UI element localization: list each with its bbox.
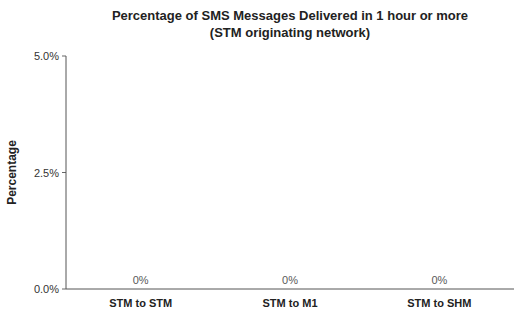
x-tick-label: STM to STM: [109, 297, 172, 309]
y-axis: 0.0% 2.5% 5.0%: [34, 50, 66, 295]
y-tick: [62, 289, 66, 290]
data-label: 0%: [133, 274, 149, 286]
y-axis-label: Percentage: [5, 140, 19, 205]
subtitle: (STM originating network): [210, 25, 370, 40]
chart-container: Percentage of SMS Messages Delivered in …: [0, 0, 532, 325]
y-axis-line: [66, 56, 67, 289]
y-tick-label: 5.0%: [34, 50, 59, 62]
data-label: 0%: [431, 274, 447, 286]
data-label: 0%: [282, 274, 298, 286]
x-tick-label: STM to M1: [263, 297, 318, 309]
x-tick-label: STM to SHM: [407, 297, 471, 309]
data-labels: 0% 0% 0%: [133, 274, 448, 286]
y-tick: [62, 56, 66, 57]
x-axis: STM to STM STM to M1 STM to SHM: [109, 297, 471, 309]
y-tick-label: 2.5%: [34, 167, 59, 179]
chart: Percentage of SMS Messages Delivered in …: [0, 0, 532, 325]
y-tick-label: 0.0%: [34, 283, 59, 295]
x-axis-line: [66, 289, 514, 290]
y-tick: [62, 172, 66, 173]
title: Percentage of SMS Messages Delivered in …: [112, 8, 468, 23]
